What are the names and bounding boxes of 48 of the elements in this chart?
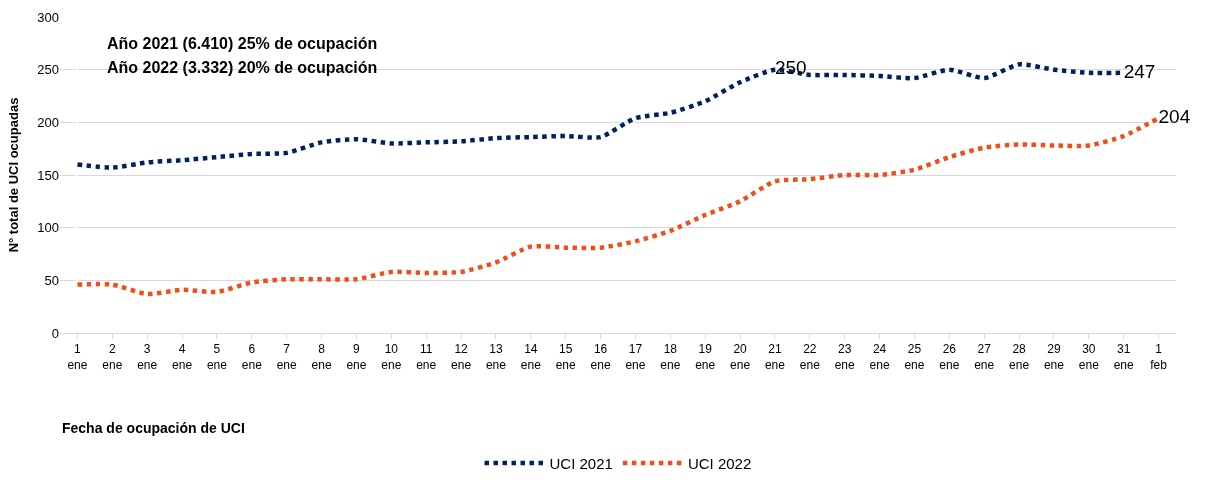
x-tick-label: 6 ene [241,342,263,372]
data-label: 247 [1123,60,1156,82]
x-tick-label: 1 ene [67,342,88,372]
y-tick-label: 0 [51,325,59,341]
x-tick-label: 13 ene [485,342,507,372]
x-tick-label: 20 ene [730,342,751,372]
x-tick-label: 27 ene [974,342,995,372]
x-tick-label: 18 ene [660,342,681,372]
x-tick-label: 29 ene [1043,342,1065,372]
annotation: Año 2022 (3.332) 20% de ocupación [107,59,378,76]
x-tick-label: 5 ene [206,342,228,372]
y-tick-label: 300 [37,9,59,25]
x-tick-label: 1 feb [1150,342,1168,372]
legend-label: UCI 2022 [687,454,752,472]
x-tick-label: 15 ene [555,342,577,372]
data-label: 204 [1158,105,1191,127]
x-tick-label: 3 ene [137,342,158,372]
y-tick-label: 200 [37,114,59,130]
y-tick-label: 100 [37,220,59,236]
y-tick-label: 250 [37,62,59,78]
x-tick-label: 2 ene [102,342,123,372]
x-tick-label: 8 ene [311,342,332,372]
x-tick-label: 7 ene [276,342,298,372]
x-tick-label: 16 ene [590,342,611,372]
x-tick-label: 30 ene [1078,342,1100,372]
x-axis-title: Fecha de ocupación de UCI [62,420,245,436]
legend-label: UCI 2021 [549,454,613,472]
x-tick-label: 19 ene [695,342,716,372]
x-tick-label: 14 ene [520,342,542,372]
y-tick-label: 150 [37,167,59,183]
x-tick-label: 26 ene [939,342,960,372]
x-tick-label: 28 ene [1009,342,1030,372]
x-tick-label: 25 ene [904,342,925,372]
x-tick-label: 31 ene [1113,342,1135,372]
x-tick-label: 17 ene [625,342,646,372]
x-tick-label: 23 ene [834,342,856,372]
x-tick-label: 4 ene [172,342,193,372]
annotation: Año 2021 (6.410) 25% de ocupación [107,35,378,52]
x-tick-label: 11 ene [416,342,437,372]
x-tick-label: 24 ene [869,342,890,372]
data-label: 250 [774,57,807,79]
x-tick-label: 10 ene [381,342,402,372]
y-tick-label: 50 [44,272,59,288]
x-tick-label: 12 ene [451,342,472,372]
x-tick-label: 9 ene [346,342,367,372]
y-axis-title: N° total de UCI ocupadas [6,97,22,253]
x-tick-label: 21 ene [764,342,786,372]
x-tick-label: 22 ene [799,342,821,372]
